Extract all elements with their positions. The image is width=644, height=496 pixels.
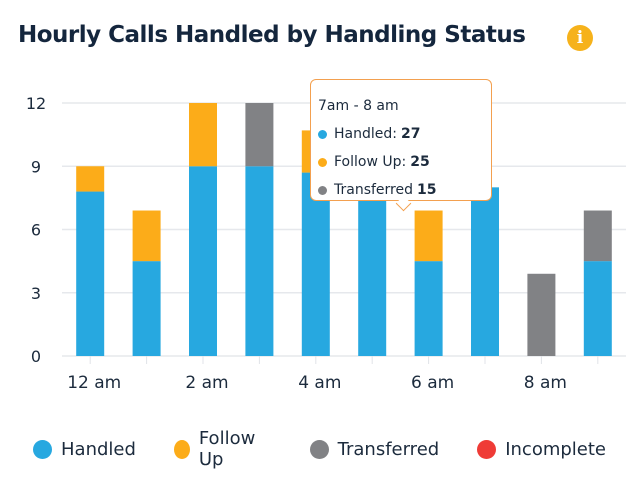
- handled-dot-icon: [318, 129, 327, 139]
- bar-follow-up: [414, 210, 443, 262]
- bar-transferred: [583, 210, 612, 262]
- bar-handled: [583, 261, 612, 356]
- x-tick-label: 8 am: [524, 373, 567, 393]
- y-tick-label: 12: [26, 94, 46, 113]
- bar-transferred: [245, 103, 274, 167]
- legend-dot-icon: [477, 439, 497, 459]
- tooltip-value: 15: [417, 182, 437, 198]
- legend-label: Transferred: [337, 438, 440, 460]
- stacked-bar-chart: 0 3 6 9 12 12 am 2 am 4 am 6 am 8 am: [26, 94, 626, 393]
- bar-handled: [301, 172, 330, 356]
- legend: Handled Follow Up Transferred Incomplete: [33, 428, 644, 470]
- y-tick-label: 3: [31, 284, 41, 303]
- bar-transferred: [527, 273, 556, 356]
- tooltip-label: Transferred: [334, 182, 413, 198]
- follow-up-dot-icon: [318, 157, 327, 167]
- x-tick-label: 6 am: [411, 373, 454, 393]
- bar-handled: [358, 187, 387, 356]
- legend-item-follow-up[interactable]: Follow Up: [173, 428, 272, 470]
- bar-follow-up: [132, 210, 161, 262]
- tooltip: 7am - 8 am Handled: 27 Follow Up: 25 Trans…: [310, 79, 492, 201]
- bar-handled: [189, 166, 217, 356]
- chart-title: Hourly Calls Handled by Handling Status: [18, 22, 526, 48]
- x-tick-label: 12 am: [67, 373, 121, 393]
- legend-item-incomplete[interactable]: Incomplete: [477, 428, 606, 470]
- legend-label: Follow Up: [198, 428, 256, 470]
- tooltip-value: 27: [400, 126, 421, 142]
- y-tick-label: 6: [31, 221, 41, 240]
- tooltip-header: 7am - 8 am: [318, 98, 399, 114]
- info-icon[interactable]: i: [567, 25, 593, 51]
- legend-label: Incomplete: [505, 438, 606, 460]
- legend-dot-icon: [173, 439, 190, 459]
- x-tick-label: 4 am: [298, 373, 341, 393]
- bar-handled: [132, 261, 161, 356]
- legend-item-transferred[interactable]: Transferred: [309, 428, 440, 470]
- legend-item-handled[interactable]: Handled: [33, 428, 136, 470]
- y-tick-label: 9: [31, 157, 41, 176]
- tooltip-label: Handled:: [334, 126, 397, 142]
- x-tick-label: 2 am: [185, 373, 228, 393]
- y-tick-label: 0: [31, 347, 41, 366]
- tooltip-row-handled: Handled: 27: [318, 120, 491, 148]
- bar-handled: [471, 187, 499, 356]
- tooltip-value: 25: [410, 154, 430, 170]
- bar-follow-up: [76, 166, 105, 192]
- legend-dot-icon: [33, 439, 52, 459]
- tooltip-row-transferred: Transferred 15: [318, 176, 491, 204]
- legend-label: Handled: [61, 438, 136, 460]
- legend-dot-icon: [309, 439, 329, 459]
- tooltip-row-follow-up: Follow Up: 25: [318, 148, 491, 176]
- bar-handled: [76, 191, 105, 356]
- bar-handled: [245, 166, 274, 356]
- bar-handled: [414, 261, 443, 356]
- transferred-dot-icon: [318, 185, 327, 195]
- bar-follow-up: [189, 103, 217, 167]
- tooltip-label: Follow Up:: [334, 154, 407, 170]
